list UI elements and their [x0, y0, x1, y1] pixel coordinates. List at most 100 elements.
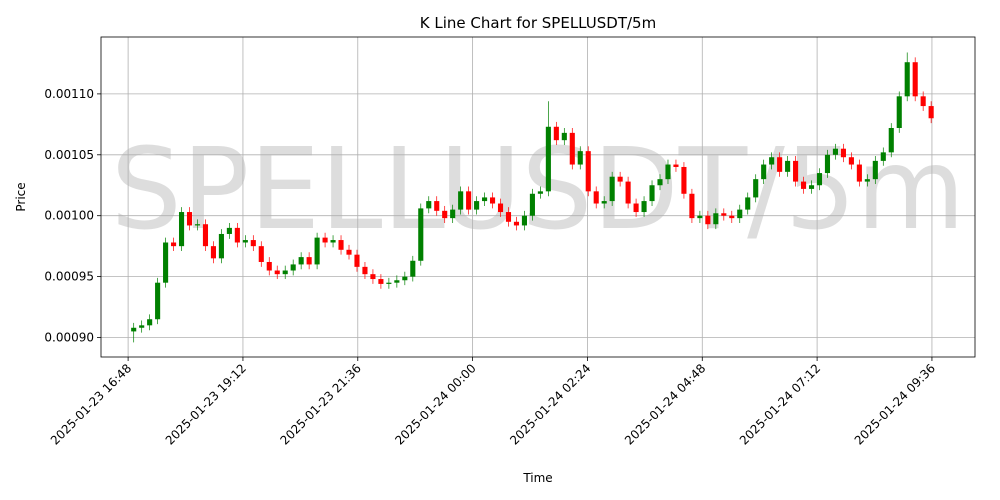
candle-body — [880, 152, 886, 161]
candle-body — [529, 193, 535, 216]
candle-body — [330, 240, 336, 243]
candle-body — [713, 213, 719, 225]
candle-body — [920, 96, 926, 107]
candle-body — [769, 157, 775, 165]
candle-body — [163, 242, 169, 283]
candle-body — [178, 212, 185, 247]
candle-body — [761, 164, 767, 180]
candle-body — [131, 327, 137, 332]
y-tick-label: 0.00090 — [44, 331, 94, 345]
candle-body — [569, 132, 575, 165]
candle-body — [314, 237, 320, 265]
candle-body — [689, 193, 695, 219]
candle-body — [729, 215, 735, 219]
candle-body — [274, 270, 280, 275]
candle-body — [202, 224, 209, 247]
candle-body — [808, 185, 815, 189]
candle-body — [793, 160, 799, 182]
candle-body — [800, 181, 807, 189]
candle-body — [298, 257, 304, 265]
candle-body — [250, 240, 256, 247]
candle-body — [856, 164, 862, 182]
candle-body — [904, 62, 910, 97]
candle-body — [577, 151, 583, 165]
candle-body — [434, 201, 440, 211]
candle-body — [147, 319, 153, 326]
candle-body — [896, 96, 902, 128]
candle-body — [505, 212, 512, 222]
y-tick-label: 0.00110 — [44, 87, 94, 101]
candle-body — [322, 237, 328, 243]
candle-body — [266, 261, 272, 271]
candle-body — [721, 213, 727, 216]
candle-body — [705, 215, 711, 225]
y-tick-label: 0.00100 — [44, 209, 94, 223]
candle-body — [346, 249, 352, 255]
candle-body — [816, 173, 823, 186]
candle-body — [785, 160, 791, 172]
candle-body — [657, 179, 663, 186]
candle-body — [186, 212, 193, 226]
candle-body — [290, 264, 296, 271]
candle-body — [649, 185, 655, 202]
candle-body — [840, 148, 846, 158]
candle-body — [737, 209, 743, 219]
candle-body — [489, 197, 496, 204]
candle-body — [824, 154, 831, 174]
candle-body — [418, 208, 424, 261]
candle-body — [593, 191, 599, 204]
candle-body — [601, 201, 607, 204]
candle-body — [306, 257, 312, 265]
candle-body — [354, 254, 360, 267]
candle-body — [482, 197, 488, 202]
candle-body — [753, 179, 759, 198]
candle-body — [561, 132, 567, 141]
candle-body — [617, 176, 623, 182]
candle-body — [673, 164, 679, 167]
candle-body — [234, 227, 240, 243]
candle-body — [497, 203, 504, 213]
candle-body — [641, 201, 647, 213]
candle-body — [864, 179, 870, 182]
candle-body — [386, 282, 392, 284]
candle-body — [226, 227, 232, 234]
candle-body — [171, 242, 177, 247]
candle-body — [633, 203, 639, 213]
candle-body — [625, 181, 631, 204]
candle-body — [745, 197, 751, 210]
candle-body — [537, 191, 543, 194]
candle-body — [450, 209, 456, 219]
candle-body — [513, 221, 520, 226]
candle-body — [378, 279, 384, 284]
candle-body — [258, 246, 264, 262]
candle-body — [872, 160, 878, 180]
plot-frame — [100, 36, 976, 358]
candle-body — [282, 270, 288, 275]
candle-body — [370, 274, 376, 280]
x-axis-label: Time — [522, 471, 552, 485]
candle-body — [426, 201, 432, 209]
candle-body — [521, 215, 527, 226]
candle-body — [338, 240, 344, 250]
candle-body — [848, 157, 854, 165]
candle-body — [410, 260, 416, 277]
candle-body — [665, 164, 671, 180]
candle-body — [777, 157, 783, 172]
candle-body — [194, 224, 201, 226]
candle-body — [458, 191, 464, 210]
candle-body — [912, 62, 918, 97]
candle-body — [928, 106, 934, 119]
candle-body — [242, 240, 248, 243]
y-tick-label: 0.00105 — [44, 148, 94, 162]
candle-body — [402, 276, 408, 281]
candle-body — [218, 233, 224, 259]
y-axis-label: Price — [14, 182, 28, 211]
candle-body — [442, 210, 448, 219]
chart-title: K Line Chart for SPELLUSDT/5m — [420, 14, 656, 32]
candle-body — [466, 191, 472, 210]
candle-body — [609, 176, 615, 202]
candle-body — [210, 246, 216, 259]
candle-body — [697, 215, 703, 219]
candle-body — [681, 166, 687, 194]
